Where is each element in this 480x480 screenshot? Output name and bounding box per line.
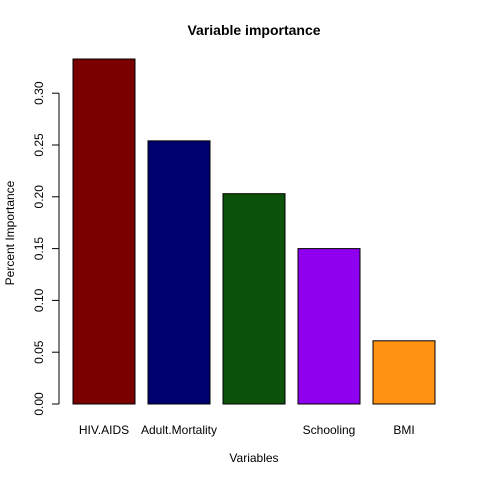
bar-bmi — [372, 340, 436, 405]
y-axis-ticks: 0.00 0.05 0.10 0.15 0.20 0.25 0.30 — [32, 81, 59, 416]
y-tick-label: 0.05 — [32, 340, 46, 364]
y-tick-label: 0.10 — [32, 288, 46, 312]
chart-title: Variable importance — [187, 22, 320, 38]
x-tick-label: HIV.AIDS — [79, 423, 129, 437]
y-tick-label: 0.25 — [32, 133, 46, 157]
x-tick-labels: HIV.AIDS Adult.Mortality Schooling BMI — [79, 423, 415, 437]
bar-hiv-aids — [72, 58, 136, 405]
x-tick-label: Schooling — [303, 423, 356, 437]
y-tick-label: 0.00 — [32, 392, 46, 416]
bars — [72, 58, 436, 405]
y-tick-label: 0.20 — [32, 185, 46, 209]
bar-adult-mortality — [147, 140, 211, 405]
x-tick-label: Adult.Mortality — [141, 423, 217, 437]
y-axis-label: Percent Importance — [3, 180, 17, 285]
y-tick-label: 0.30 — [32, 81, 46, 105]
x-tick-label: BMI — [393, 423, 414, 437]
y-tick-label: 0.15 — [32, 237, 46, 261]
bar-schooling — [297, 248, 361, 405]
bar-unlabeled-2 — [222, 193, 286, 405]
x-axis-label: Variables — [229, 451, 278, 465]
